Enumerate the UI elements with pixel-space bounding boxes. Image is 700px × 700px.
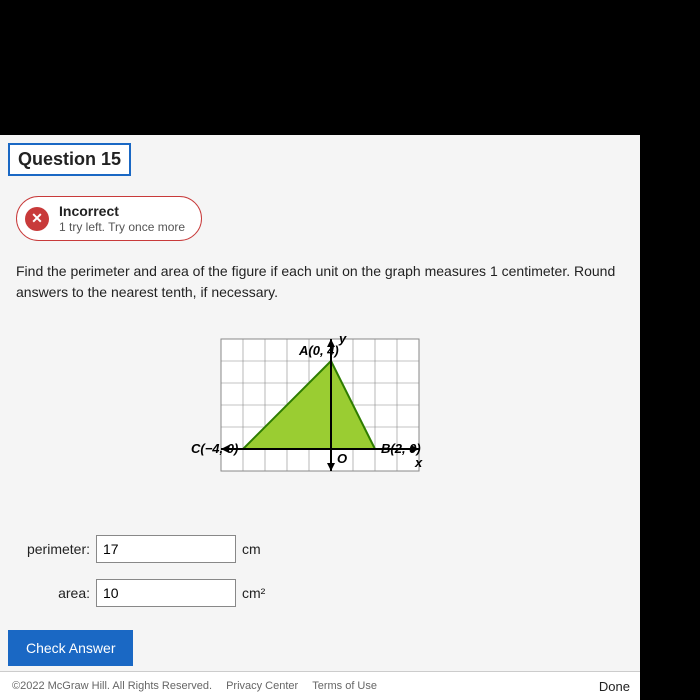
question-page: Question 15 ✕ Incorrect 1 try left. Try … bbox=[0, 135, 640, 700]
area-input[interactable] bbox=[96, 579, 236, 607]
svg-text:y: y bbox=[338, 331, 347, 346]
svg-text:A(0, 4): A(0, 4) bbox=[298, 343, 339, 358]
footer-copyright: ©2022 McGraw Hill. All Rights Reserved. bbox=[12, 680, 212, 692]
footer-terms[interactable]: Terms of Use bbox=[312, 680, 377, 692]
perimeter-unit: cm bbox=[242, 541, 261, 557]
footer: ©2022 McGraw Hill. All Rights Reserved. … bbox=[0, 671, 640, 700]
footer-privacy[interactable]: Privacy Center bbox=[226, 680, 298, 692]
triangle-figure: A(0, 4) B(2, 0) C(−4, 0) Oy x bbox=[181, 315, 459, 495]
answers-section: perimeter: cm area: cm² bbox=[0, 511, 640, 631]
area-unit: cm² bbox=[242, 585, 265, 601]
perimeter-label: perimeter: bbox=[16, 541, 96, 557]
area-row: area: cm² bbox=[16, 579, 624, 607]
svg-text:C(−4, 0): C(−4, 0) bbox=[191, 441, 238, 456]
status-sub: 1 try left. Try once more bbox=[59, 220, 185, 234]
svg-text:O: O bbox=[337, 451, 347, 466]
check-answer-button[interactable]: Check Answer bbox=[8, 630, 133, 666]
svg-text:x: x bbox=[414, 455, 423, 470]
question-prompt: Find the perimeter and area of the figur… bbox=[0, 249, 640, 307]
status-pill: ✕ Incorrect 1 try left. Try once more bbox=[16, 196, 202, 241]
question-title: Question 15 bbox=[8, 143, 131, 176]
footer-done[interactable]: Done bbox=[599, 679, 630, 694]
perimeter-input[interactable] bbox=[96, 535, 236, 563]
incorrect-icon: ✕ bbox=[25, 207, 49, 231]
figure-container: A(0, 4) B(2, 0) C(−4, 0) Oy x bbox=[0, 315, 640, 495]
svg-text:B(2, 0): B(2, 0) bbox=[381, 441, 421, 456]
area-label: area: bbox=[16, 585, 96, 601]
perimeter-row: perimeter: cm bbox=[16, 535, 624, 563]
status-main: Incorrect bbox=[59, 203, 185, 220]
status-text: Incorrect 1 try left. Try once more bbox=[59, 203, 185, 234]
